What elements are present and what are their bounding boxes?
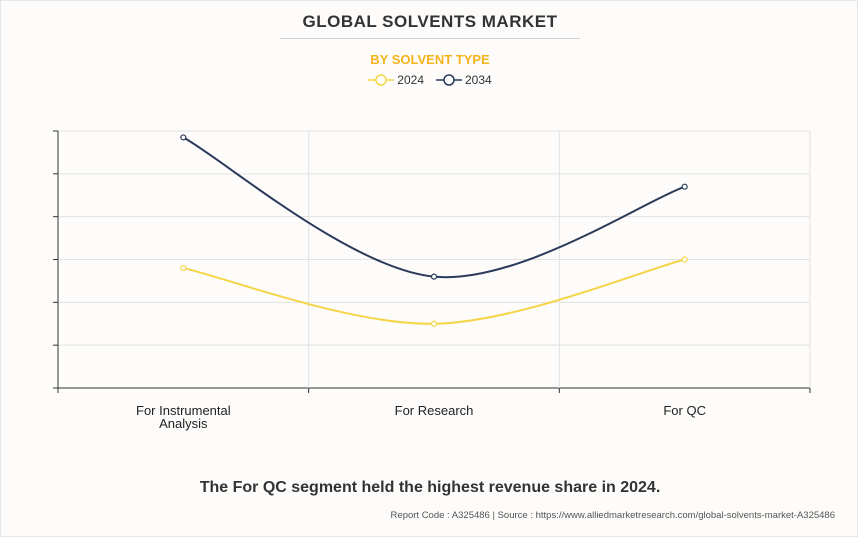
- data-point-2024: [430, 320, 438, 327]
- chart-title: GLOBAL SOLVENTS MARKET: [302, 12, 558, 31]
- x-tick-label: For QC: [663, 403, 706, 418]
- series-line-2034: [182, 136, 686, 279]
- legend-label-2034: 2034: [465, 73, 492, 87]
- report-source-footer: Report Code : A325486 | Source : https:/…: [390, 510, 835, 521]
- legend-label-2024: 2024: [397, 73, 424, 87]
- legend-item-2024[interactable]: 2024: [368, 73, 424, 87]
- series-line-2024: [183, 258, 685, 325]
- data-point-2024: [180, 264, 187, 272]
- data-point-2034: [180, 134, 187, 141]
- legend: 2024 2034: [1, 73, 858, 87]
- x-tick-label: For Research: [395, 403, 474, 418]
- legend-marker-2024: [368, 74, 395, 86]
- chart-subtitle: BY SOLVENT TYPE: [370, 52, 490, 67]
- legend-marker-2034: [436, 74, 462, 86]
- data-point-2024: [681, 256, 688, 263]
- x-tick-label: For Instrumental Analysis: [136, 403, 231, 431]
- title-divider: [280, 38, 580, 39]
- data-point-2034: [430, 273, 438, 280]
- data-point-2034: [681, 183, 688, 190]
- legend-item-2034[interactable]: 2034: [436, 73, 492, 87]
- chart-caption: The For QC segment held the highest reve…: [199, 479, 661, 496]
